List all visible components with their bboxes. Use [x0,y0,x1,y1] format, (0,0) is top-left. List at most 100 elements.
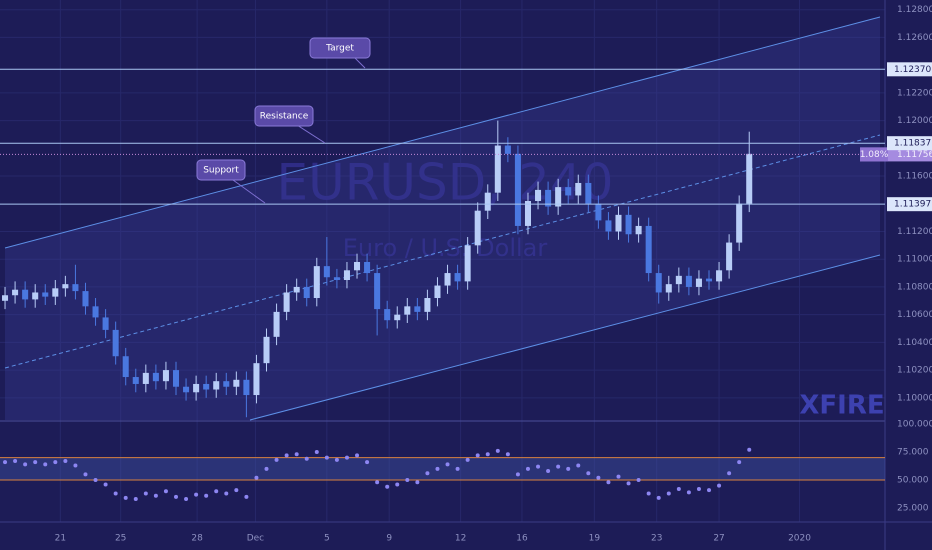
candle-body [364,261,371,274]
rsi-dot [264,466,269,471]
candle-body [464,245,471,282]
candle-body [434,285,441,299]
level-label-box [887,62,932,77]
rsi-dot [194,492,199,497]
candle-body [555,187,562,207]
rsi-dot [3,460,8,465]
callout-box [196,159,246,181]
rsi-dot [606,480,611,485]
rsi-dot [696,486,701,491]
y-tick-label: 1.11200 [897,227,932,237]
rsi-dot [314,450,319,455]
rsi-dot [435,466,440,471]
candle-body [514,153,521,226]
rsi-dot [596,475,601,480]
x-tick-label: 27 [713,534,724,544]
y-tick-label: 100.000 [897,420,932,430]
channel-upper [4,16,881,249]
candle-body [72,284,79,292]
candle-body [92,306,99,318]
rsi-dot [485,452,490,457]
y-tick-label: 1.12800 [897,5,932,15]
rsi-dot [525,466,530,471]
candle-body [122,356,129,378]
candle-body [62,284,69,289]
candle-body [193,383,200,393]
y-tick-label: 1.12200 [897,88,932,98]
y-tick-label: 1.10800 [897,282,932,292]
x-tick-label: 25 [115,534,126,544]
level-label-box [887,136,932,151]
y-tick-label: 1.10200 [897,366,932,376]
candle-body [132,377,139,384]
y-tick-label: 1.10000 [897,393,932,403]
rsi-dot [294,452,299,457]
candle-body [183,386,190,393]
candle-body [283,292,290,312]
level-label: 1.11397 [894,200,931,210]
candle-body [343,270,350,280]
rsi-dot [676,486,681,491]
x-tick-label: 21 [55,534,66,544]
rsi-dot [224,491,229,496]
channel-mid [4,134,881,369]
rsi-dot [707,488,712,493]
candle-body [293,286,300,293]
rsi-dot [234,488,239,493]
rsi-dot [214,489,219,494]
rsi-dot [143,491,148,496]
y-tick-label: 50.000 [897,476,929,486]
brand: XFIRE [799,391,884,421]
callout-pointer [232,179,266,204]
candle-body [484,192,491,211]
rsi-dot [445,462,450,467]
callout-box [309,37,371,59]
candle-body [695,278,702,287]
last-price-change-box [860,147,888,162]
rsi-dot [324,455,329,460]
rsi-dot [425,471,430,476]
candle-body [22,289,29,300]
rsi-dot [33,460,38,465]
candle-body [152,372,159,382]
candle-body [32,292,39,300]
candle-body [102,317,109,330]
candle-body [263,336,270,364]
candle-body [82,291,89,307]
candle-body [2,295,9,301]
rsi-dot [163,489,168,494]
candle-body [605,220,612,232]
x-tick-label: 9 [386,534,392,544]
candle-body [716,270,723,282]
x-tick-label: 23 [651,534,662,544]
rsi-dot [455,466,460,471]
rsi-dot [43,462,48,467]
candle-body [565,187,572,196]
x-tick-label: 28 [191,534,203,544]
candle-body [635,225,642,235]
candle-body [575,182,582,196]
rsi-dot [686,490,691,495]
rsi-dot [23,462,28,467]
level-label: 1.11837 [894,139,931,149]
rsi-dot [113,491,118,496]
rsi-dot [586,471,591,476]
rsi-dot [355,453,360,458]
rsi-dot [475,453,480,458]
callout-text: Target [325,44,354,54]
y-tick-label: 1.11000 [897,255,932,265]
candle-body [675,275,682,285]
rsi-dot [334,457,339,462]
rsi-dot [666,491,671,496]
rsi-dot [495,448,500,453]
rsi-dot [204,493,209,498]
rsi-dot [717,483,722,488]
rsi-dot [536,464,541,469]
candle-body [494,145,501,193]
rsi-dot [13,458,18,463]
candle-body [323,266,330,278]
candle-body [424,298,431,312]
candle-body [233,379,240,387]
